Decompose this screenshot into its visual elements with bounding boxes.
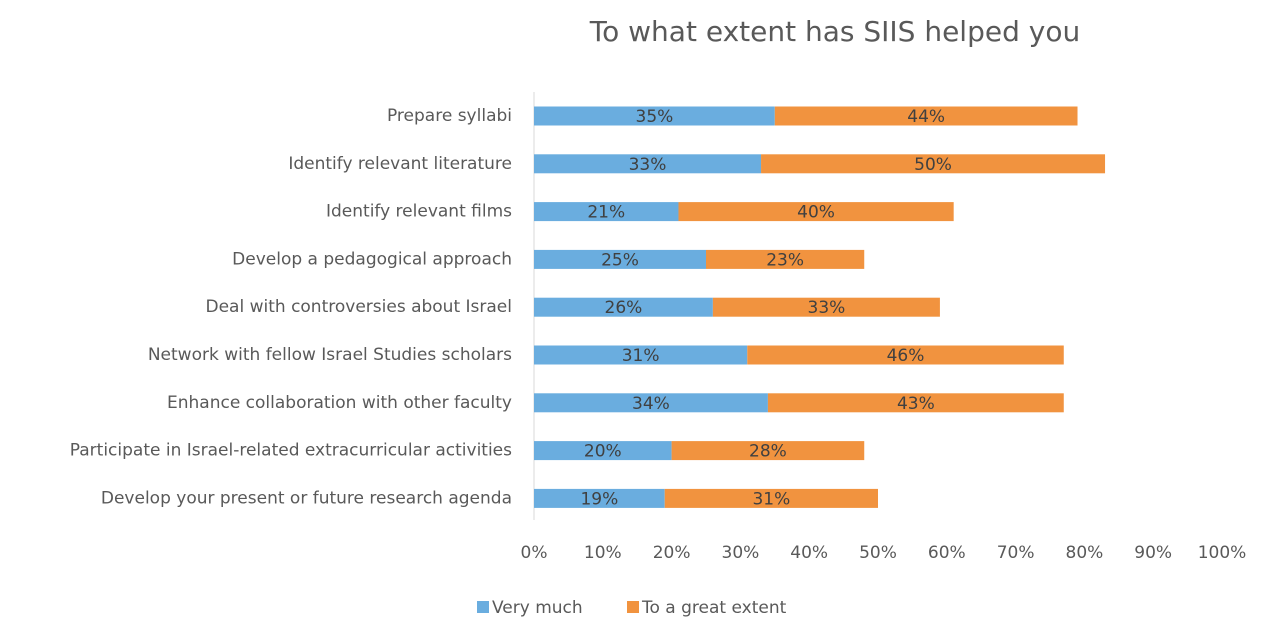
data-label: 34% xyxy=(632,394,670,414)
data-label: 31% xyxy=(752,489,790,509)
data-label: 21% xyxy=(587,203,625,223)
bar-segment xyxy=(774,106,1078,126)
chart-title: To what extent has SIIS helped you xyxy=(589,15,1080,48)
bar-segment xyxy=(664,488,878,508)
data-label: 26% xyxy=(605,298,643,318)
y-tick-label: Identify relevant literature xyxy=(288,154,512,174)
y-tick-label: Deal with controversies about Israel xyxy=(206,297,513,317)
bar-segment xyxy=(706,249,865,269)
data-label: 19% xyxy=(580,489,618,509)
legend-label: Very much xyxy=(492,598,583,618)
data-label: 46% xyxy=(887,346,925,366)
bar-segment xyxy=(534,441,672,461)
bar-segment xyxy=(767,393,1064,413)
y-tick-label: Prepare syllabi xyxy=(387,106,512,126)
data-label: 35% xyxy=(636,107,674,127)
data-label: 33% xyxy=(808,298,846,318)
x-tick-label: 90% xyxy=(1134,543,1172,563)
bar-segment xyxy=(534,488,665,508)
y-tick-label: Develop a pedagogical approach xyxy=(232,249,512,269)
data-label: 28% xyxy=(749,442,787,462)
legend-swatch xyxy=(477,601,489,613)
legend-swatch xyxy=(627,601,639,613)
bar-segment xyxy=(534,393,768,413)
x-tick-label: 60% xyxy=(928,543,966,563)
x-tick-label: 0% xyxy=(521,543,548,563)
bar-segment xyxy=(534,249,706,269)
bar-segment xyxy=(671,441,865,461)
data-label: 43% xyxy=(897,394,935,414)
data-label: 44% xyxy=(907,107,945,127)
x-tick-label: 50% xyxy=(859,543,897,563)
y-tick-label: Network with fellow Israel Studies schol… xyxy=(148,345,512,365)
x-tick-label: 80% xyxy=(1066,543,1104,563)
bar-segment xyxy=(534,297,713,317)
bar-segment xyxy=(534,154,762,174)
data-label: 40% xyxy=(797,203,835,223)
y-tick-label: Develop your present or future research … xyxy=(101,488,512,508)
x-tick-label: 40% xyxy=(790,543,828,563)
x-tick-label: 30% xyxy=(722,543,760,563)
bar-segment xyxy=(534,106,775,126)
x-tick-label: 100% xyxy=(1198,543,1247,563)
x-tick-label: 70% xyxy=(997,543,1035,563)
data-label: 23% xyxy=(766,250,804,270)
x-tick-label: 10% xyxy=(584,543,622,563)
bar-segment xyxy=(712,297,940,317)
y-tick-label: Enhance collaboration with other faculty xyxy=(167,393,512,413)
y-tick-label: Participate in Israel-related extracurri… xyxy=(70,441,512,461)
bar-segment xyxy=(678,202,954,222)
data-label: 25% xyxy=(601,250,639,270)
legend-label: To a great extent xyxy=(641,598,787,618)
x-tick-label: 20% xyxy=(653,543,691,563)
bar-segment xyxy=(761,154,1106,174)
bar-segment xyxy=(747,345,1064,365)
data-label: 50% xyxy=(914,155,952,175)
data-label: 20% xyxy=(584,442,622,462)
bar-segment xyxy=(534,345,748,365)
data-label: 33% xyxy=(629,155,667,175)
y-tick-label: Identify relevant films xyxy=(326,202,512,222)
data-label: 31% xyxy=(622,346,660,366)
bar-segment xyxy=(534,202,679,222)
